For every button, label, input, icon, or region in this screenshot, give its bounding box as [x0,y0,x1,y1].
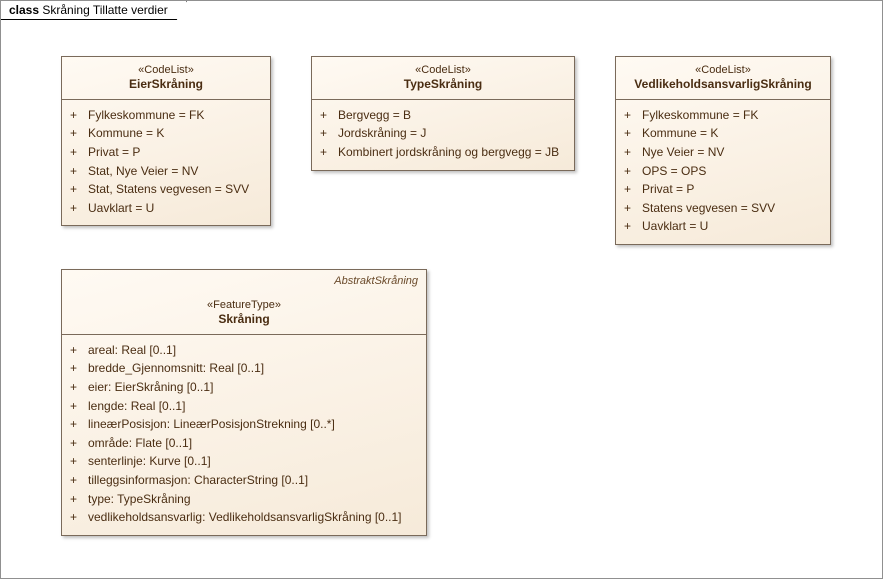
class-skraning: AbstraktSkråning «FeatureType» Skråning … [61,269,427,536]
attr-row: +lengde: Real [0..1] [70,397,418,416]
class-typeskraning: «CodeList» TypeSkråning +Bergvegg = B +J… [311,56,575,171]
attr-row: +Nye Veier = NV [624,143,822,162]
attr-row: +OPS = OPS [624,162,822,181]
attr-row: +eier: EierSkråning [0..1] [70,378,418,397]
attr-row: +vedlikeholdsansvarlig: Vedlikeholdsansv… [70,508,418,527]
attr-row: +Fylkeskommune = FK [624,106,822,125]
attr-row: +type: TypeSkråning [70,490,418,509]
frame-kind: class [9,3,39,17]
attr-row: +Stat, Nye Veier = NV [70,162,262,181]
class-body: +areal: Real [0..1] +bredde_Gjennomsnitt… [62,335,426,535]
attr-row: +Bergvegg = B [320,106,566,125]
attr-row: +Privat = P [70,143,262,162]
stereotype: «CodeList» [622,63,824,77]
class-head: «CodeList» VedlikeholdsansvarligSkråning [616,57,830,100]
attr-row: +Fylkeskommune = FK [70,106,262,125]
frame-title: Skråning Tillatte verdier [42,3,167,17]
class-eierskraning: «CodeList» EierSkråning +Fylkeskommune =… [61,56,271,226]
class-body: +Fylkeskommune = FK +Kommune = K +Nye Ve… [616,100,830,244]
attr-row: +lineærPosisjon: LineærPosisjonStrekning… [70,415,418,434]
class-name: VedlikeholdsansvarligSkråning [622,77,824,93]
class-name: TypeSkråning [318,77,568,93]
attr-row: +Uavklart = U [70,199,262,218]
class-head: «CodeList» TypeSkråning [312,57,574,100]
attr-row: +Uavklart = U [624,217,822,236]
frame-title-tab: class Skråning Tillatte verdier [1,1,187,20]
parent-class-label: AbstraktSkråning [334,274,418,288]
class-head: AbstraktSkråning «FeatureType» Skråning [62,270,426,335]
attr-row: +Kombinert jordskråning og bergvegg = JB [320,143,566,162]
attr-row: +Jordskråning = J [320,124,566,143]
class-head: «CodeList» EierSkråning [62,57,270,100]
attr-row: +Stat, Statens vegvesen = SVV [70,180,262,199]
attr-row: +tilleggsinformasjon: CharacterString [0… [70,471,418,490]
stereotype: «CodeList» [318,63,568,77]
class-body: +Bergvegg = B +Jordskråning = J +Kombine… [312,100,574,170]
class-name: EierSkråning [68,77,264,93]
attr-row: +område: Flate [0..1] [70,434,418,453]
class-name: Skråning [68,312,420,328]
attr-row: +Kommune = K [624,124,822,143]
attr-row: +senterlinje: Kurve [0..1] [70,452,418,471]
attr-row: +Privat = P [624,180,822,199]
attr-row: +Statens vegvesen = SVV [624,199,822,218]
stereotype: «FeatureType» [68,298,420,312]
class-body: +Fylkeskommune = FK +Kommune = K +Privat… [62,100,270,226]
stereotype: «CodeList» [68,63,264,77]
attr-row: +bredde_Gjennomsnitt: Real [0..1] [70,359,418,378]
class-vedlikehold: «CodeList» VedlikeholdsansvarligSkråning… [615,56,831,245]
attr-row: +Kommune = K [70,124,262,143]
attr-row: +areal: Real [0..1] [70,341,418,360]
diagram-canvas: class Skråning Tillatte verdier «CodeLis… [0,0,883,579]
